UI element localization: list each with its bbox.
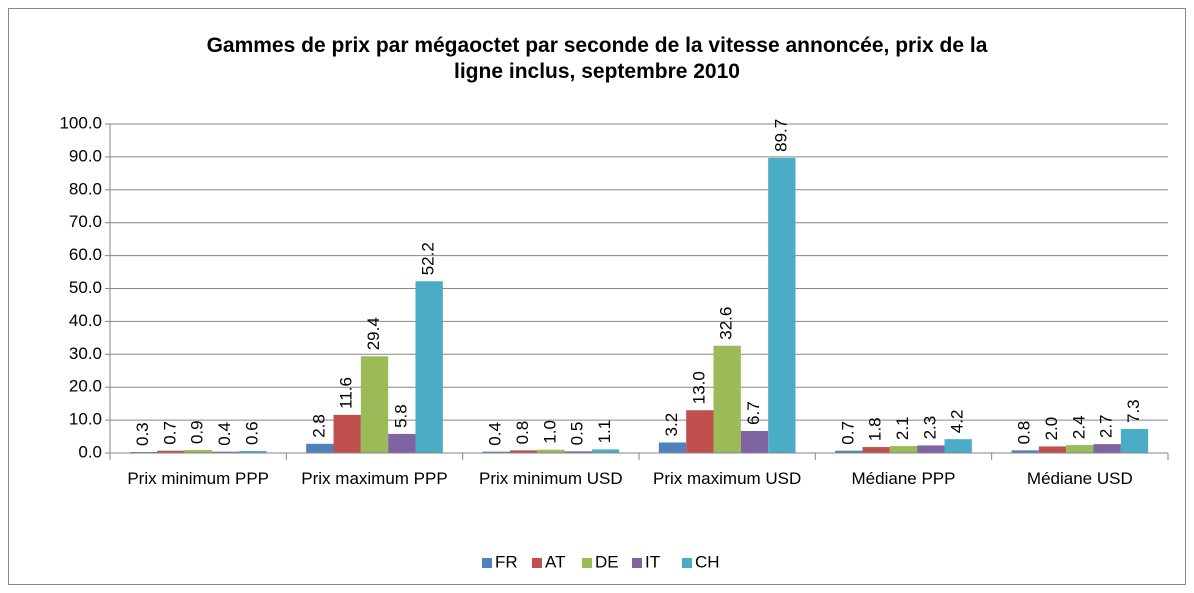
data-label: 7.3 xyxy=(1124,399,1143,423)
bar xyxy=(917,445,945,453)
bar xyxy=(537,449,565,453)
chart-border xyxy=(8,8,1186,585)
bar xyxy=(564,451,592,453)
data-label: 2.7 xyxy=(1097,414,1116,438)
bar xyxy=(360,356,389,453)
y-tick-label: 20.0 xyxy=(69,377,102,396)
bar xyxy=(415,281,443,453)
data-label: 0.4 xyxy=(486,422,505,446)
legend-label: CH xyxy=(695,552,720,571)
y-tick-label: 90.0 xyxy=(69,146,102,165)
y-tick-label: 60.0 xyxy=(69,245,102,264)
bar xyxy=(889,446,918,453)
y-tick-label: 100.0 xyxy=(59,113,102,132)
data-label: 0.8 xyxy=(513,421,532,445)
legend-swatch xyxy=(632,558,642,568)
bar xyxy=(1011,450,1039,453)
data-label: 2.0 xyxy=(1042,417,1061,441)
y-tick-label: 30.0 xyxy=(69,344,102,363)
data-label: 52.2 xyxy=(419,242,438,275)
legend-label: DE xyxy=(595,552,619,571)
bar xyxy=(944,439,972,453)
data-label: 1.8 xyxy=(866,417,885,441)
bar xyxy=(184,450,212,453)
x-tick-label: Prix minimum PPP xyxy=(127,469,269,488)
bar xyxy=(333,414,361,453)
bar xyxy=(509,450,538,453)
data-label: 5.8 xyxy=(391,404,410,428)
bar xyxy=(1038,446,1067,453)
data-label: 0.6 xyxy=(242,421,261,445)
bar xyxy=(740,430,769,453)
legend-label: IT xyxy=(645,552,660,571)
bar xyxy=(862,447,890,453)
bar xyxy=(835,450,863,453)
data-label: 0.8 xyxy=(1015,421,1034,445)
data-label: 2.1 xyxy=(893,416,912,440)
data-label: 0.7 xyxy=(838,421,857,445)
y-tick-label: 50.0 xyxy=(69,278,102,297)
legend-label: FR xyxy=(495,552,518,571)
bar xyxy=(1120,428,1149,453)
data-label: 29.4 xyxy=(364,317,383,350)
data-label: 1.1 xyxy=(595,420,614,444)
data-label: 32.6 xyxy=(717,307,736,340)
legend-swatch xyxy=(482,558,492,568)
x-tick-label: Médiane PPP xyxy=(851,469,956,488)
y-tick-label: 80.0 xyxy=(69,179,102,198)
data-label: 0.3 xyxy=(133,422,152,446)
data-label: 0.4 xyxy=(215,422,234,446)
legend-label: AT xyxy=(545,552,565,571)
legend-swatch xyxy=(582,558,592,568)
x-tick-label: Prix maximum PPP xyxy=(301,469,448,488)
x-tick-label: Prix maximum USD xyxy=(653,469,802,488)
legend-swatch xyxy=(682,558,692,568)
data-label: 13.0 xyxy=(689,371,708,404)
bar xyxy=(713,345,741,453)
x-tick-label: Médiane USD xyxy=(1026,469,1133,488)
data-label: 4.2 xyxy=(948,410,967,434)
data-label: 89.7 xyxy=(771,119,790,152)
bar xyxy=(591,449,620,453)
data-label: 2.8 xyxy=(309,414,328,438)
data-label: 0.7 xyxy=(160,421,179,445)
chart-title: Gammes de prix par mégaoctet par seconde… xyxy=(206,34,988,83)
data-label: 3.2 xyxy=(662,413,681,437)
data-label: 2.4 xyxy=(1069,415,1088,439)
bar xyxy=(1066,445,1094,453)
bar xyxy=(211,451,240,453)
bar xyxy=(658,442,687,453)
bar xyxy=(388,433,416,453)
y-tick-label: 40.0 xyxy=(69,311,102,330)
data-label: 11.6 xyxy=(337,377,356,409)
bar xyxy=(482,451,510,453)
y-tick-label: 0.0 xyxy=(78,442,102,461)
bar xyxy=(306,443,334,453)
bar xyxy=(686,410,714,453)
legend-swatch xyxy=(532,558,542,568)
data-label: 0.5 xyxy=(568,422,587,446)
y-tick-label: 70.0 xyxy=(69,212,102,231)
x-tick-label: Prix minimum USD xyxy=(479,469,623,488)
bar xyxy=(1093,444,1121,453)
data-label: 2.3 xyxy=(920,416,939,440)
data-label: 6.7 xyxy=(744,401,763,425)
bar xyxy=(157,450,185,453)
data-label: 0.9 xyxy=(188,420,207,444)
data-label: 1.0 xyxy=(540,420,559,444)
y-tick-label: 10.0 xyxy=(69,410,102,429)
bar xyxy=(768,157,796,453)
bar xyxy=(239,451,267,453)
